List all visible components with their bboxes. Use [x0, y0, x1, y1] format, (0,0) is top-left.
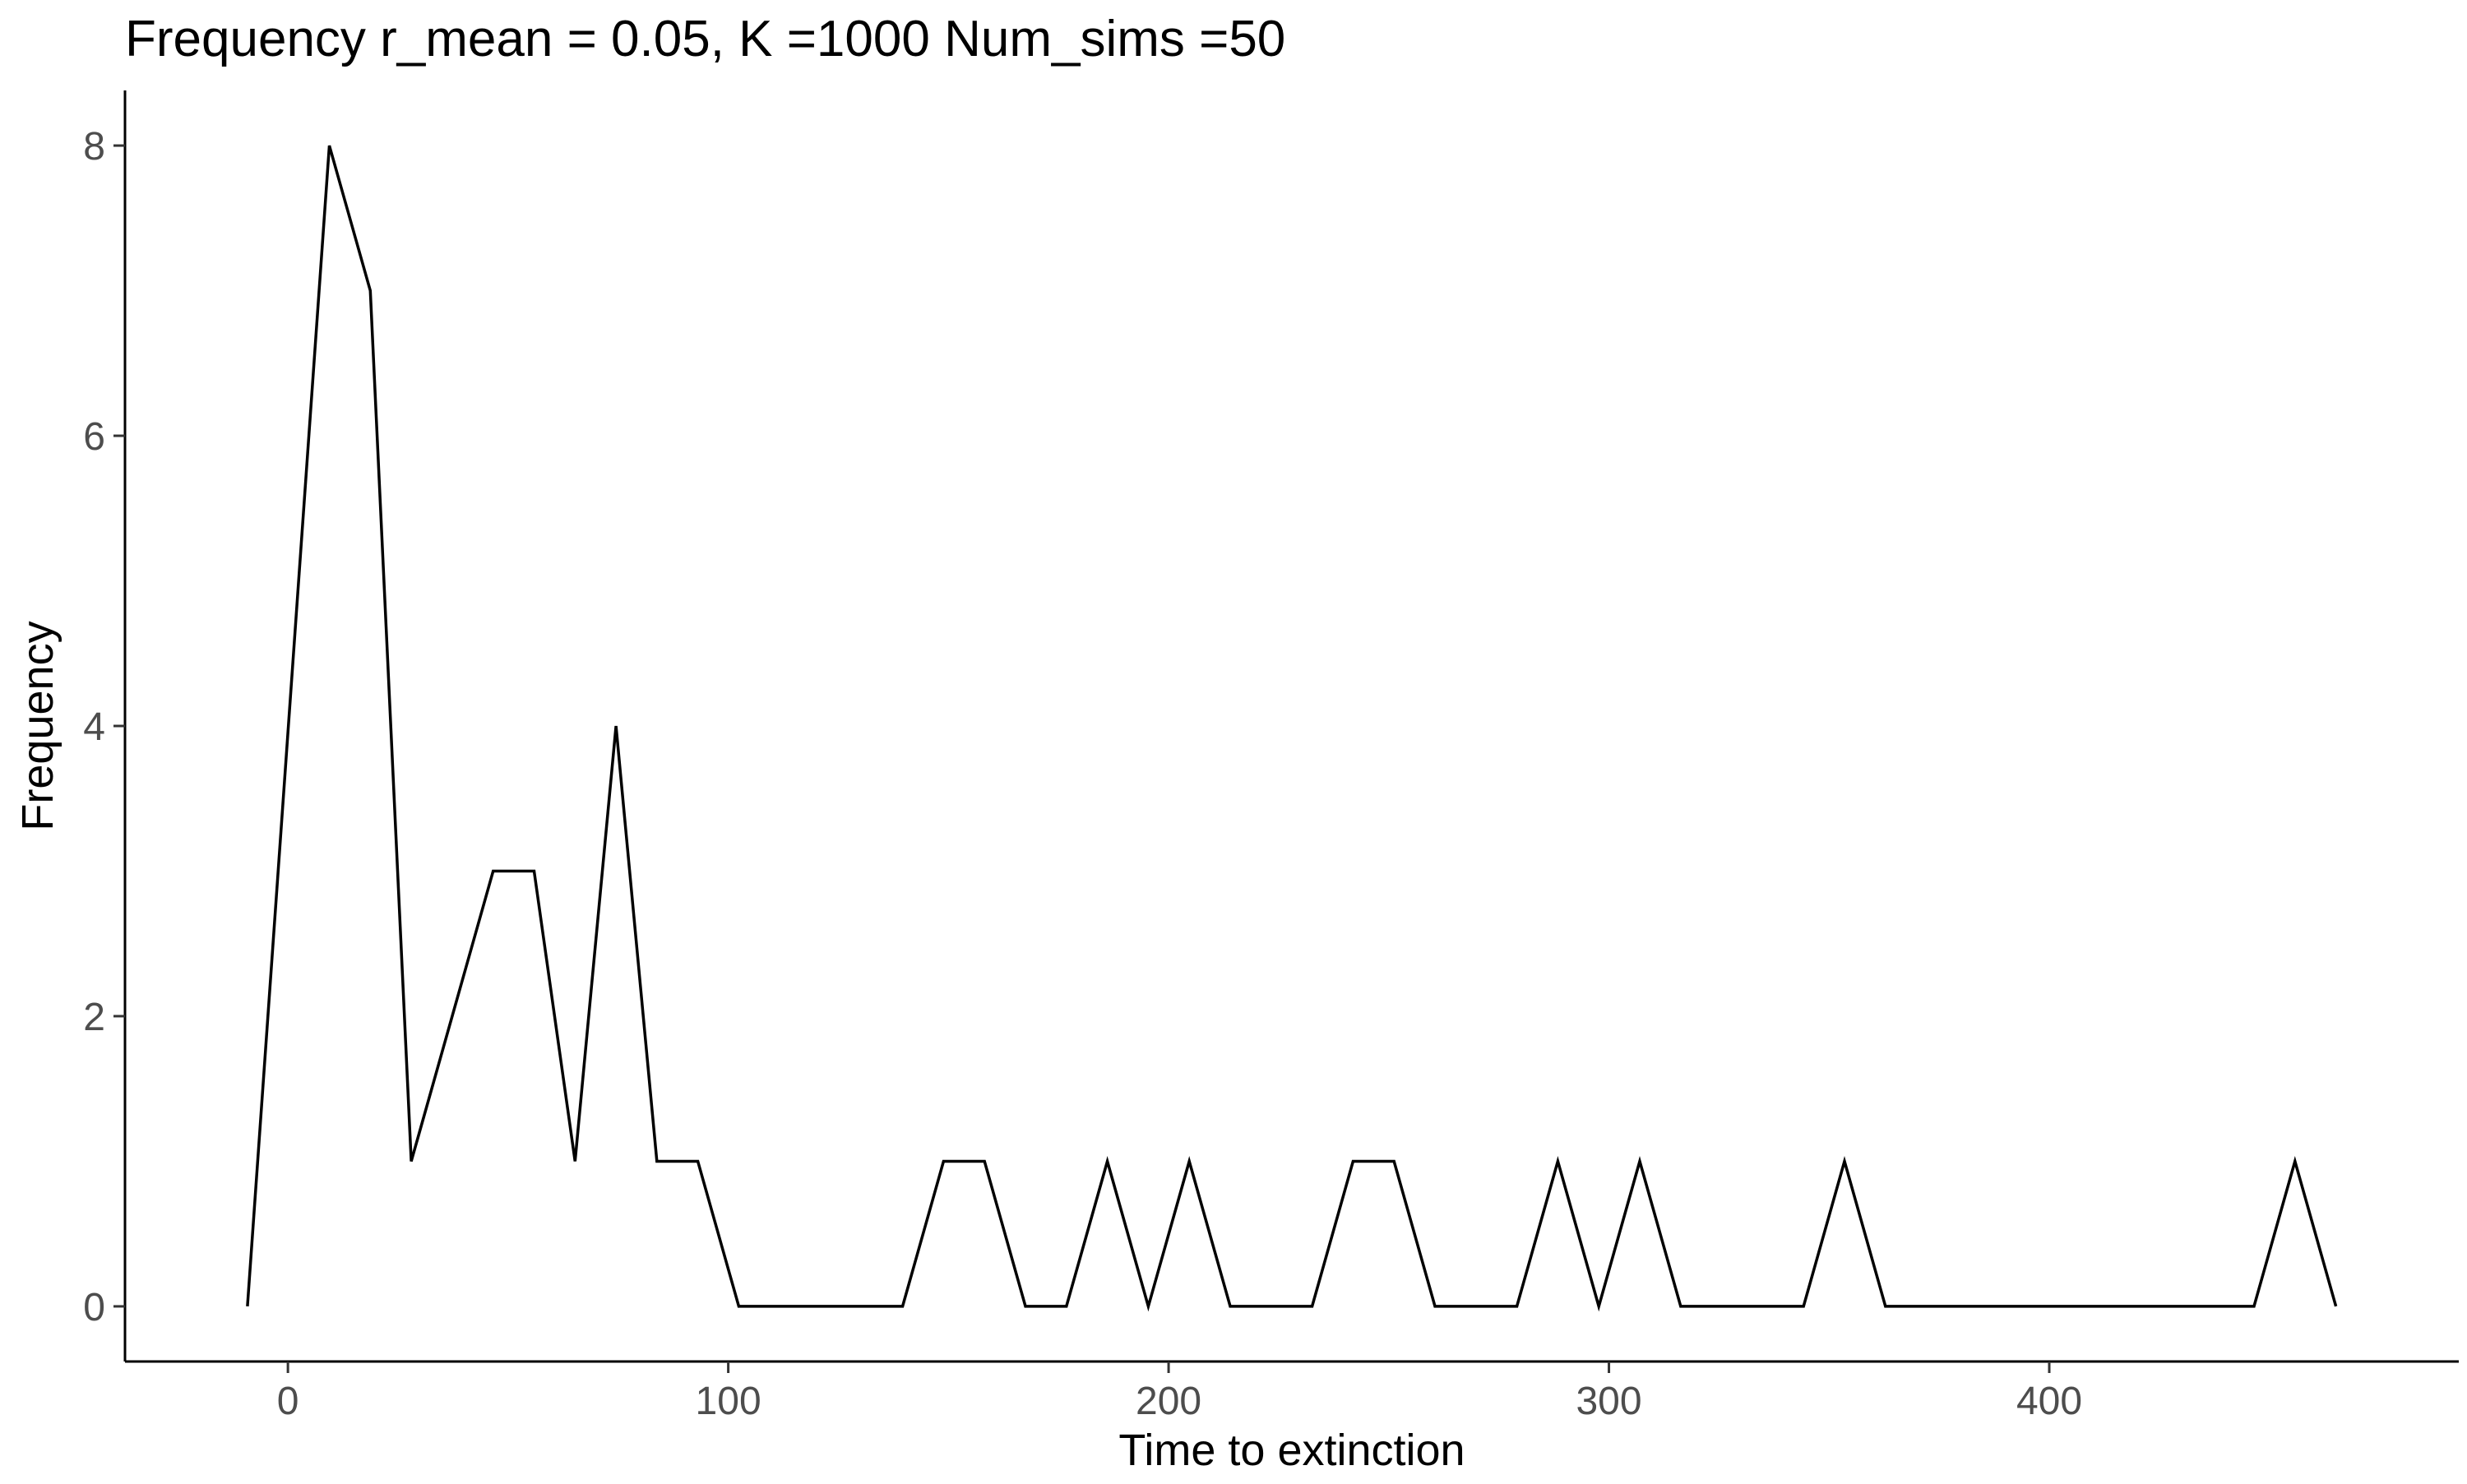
x-axis-ticks: 0 100 200 300 400	[277, 1361, 2082, 1423]
x-tick-label: 200	[1136, 1380, 1201, 1423]
y-axis-ticks: 0 2 4 6 8	[83, 125, 125, 1329]
y-tick-label: 6	[83, 415, 105, 459]
y-tick-label: 2	[83, 996, 105, 1039]
y-tick-label: 8	[83, 125, 105, 169]
chart-title: Frequency r_mean = 0.05, K =1000 Num_sim…	[125, 11, 1285, 67]
series-line	[246, 145, 2338, 1312]
y-tick-label: 4	[83, 705, 105, 749]
x-tick-label: 100	[696, 1380, 761, 1423]
x-axis-label: Time to extinction	[1118, 1426, 1465, 1475]
plot-area	[246, 145, 2338, 1312]
x-tick-label: 400	[2016, 1380, 2082, 1423]
y-axis-label: Frequency	[13, 621, 62, 830]
y-tick-label: 0	[83, 1286, 105, 1329]
x-tick-label: 0	[277, 1380, 299, 1423]
x-tick-label: 300	[1576, 1380, 1641, 1423]
axes	[123, 90, 2459, 1363]
